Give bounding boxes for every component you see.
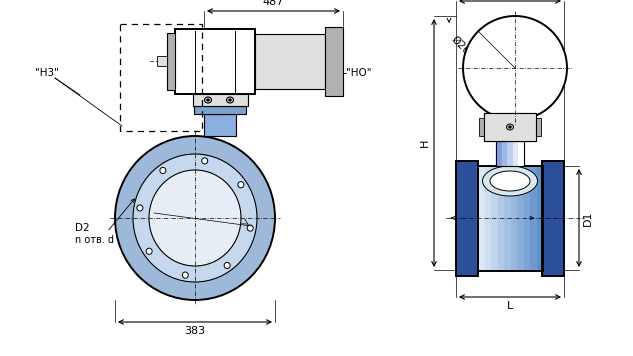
Ellipse shape [206, 99, 210, 101]
Ellipse shape [115, 136, 275, 300]
Ellipse shape [202, 158, 208, 164]
Bar [484, 113, 536, 141]
Bar [193, 94, 248, 106]
Bar [517, 166, 524, 271]
Ellipse shape [160, 167, 166, 174]
Bar [120, 24, 202, 131]
Bar [479, 118, 484, 136]
Bar [255, 34, 325, 89]
Ellipse shape [149, 170, 241, 266]
Ellipse shape [506, 124, 513, 130]
Bar [496, 141, 524, 166]
Text: H: H [420, 139, 430, 147]
Text: D1: D1 [583, 210, 593, 226]
Ellipse shape [482, 166, 537, 196]
Ellipse shape [490, 171, 530, 191]
Bar [510, 166, 518, 271]
Bar [478, 166, 485, 271]
Ellipse shape [508, 126, 511, 128]
Bar [501, 141, 508, 166]
Ellipse shape [247, 225, 253, 231]
Ellipse shape [204, 97, 211, 103]
Text: 487: 487 [263, 0, 284, 7]
Text: D2: D2 [75, 223, 90, 233]
Bar [542, 161, 564, 276]
Text: L: L [507, 301, 513, 311]
Text: n отв. d: n отв. d [75, 235, 114, 245]
Bar [484, 166, 491, 271]
Bar [530, 166, 537, 271]
Text: "Н3": "Н3" [35, 68, 59, 78]
Bar [194, 106, 246, 114]
Bar [157, 56, 167, 66]
Bar [536, 118, 541, 136]
Ellipse shape [133, 154, 257, 282]
Ellipse shape [224, 262, 230, 269]
Ellipse shape [508, 126, 511, 128]
Text: Ø263: Ø263 [449, 34, 476, 61]
Ellipse shape [182, 272, 188, 278]
Text: "НО": "НО" [346, 68, 372, 78]
Bar [325, 27, 343, 96]
Ellipse shape [146, 248, 152, 255]
Bar [518, 141, 524, 166]
Bar [456, 161, 478, 276]
Bar [175, 29, 255, 94]
Bar [523, 166, 530, 271]
Bar [496, 141, 502, 166]
Bar [491, 166, 498, 271]
Bar [478, 166, 543, 271]
Bar [167, 33, 175, 90]
Bar [484, 113, 536, 141]
Bar [504, 166, 511, 271]
Text: 383: 383 [184, 326, 206, 336]
Bar [498, 166, 505, 271]
Bar [204, 114, 236, 136]
Bar [496, 141, 524, 166]
Ellipse shape [137, 205, 143, 211]
Bar [507, 141, 513, 166]
Bar [513, 141, 518, 166]
Ellipse shape [229, 99, 232, 101]
Ellipse shape [506, 124, 513, 130]
Ellipse shape [238, 182, 244, 188]
Ellipse shape [227, 97, 234, 103]
Bar [537, 166, 544, 271]
Ellipse shape [463, 16, 567, 120]
